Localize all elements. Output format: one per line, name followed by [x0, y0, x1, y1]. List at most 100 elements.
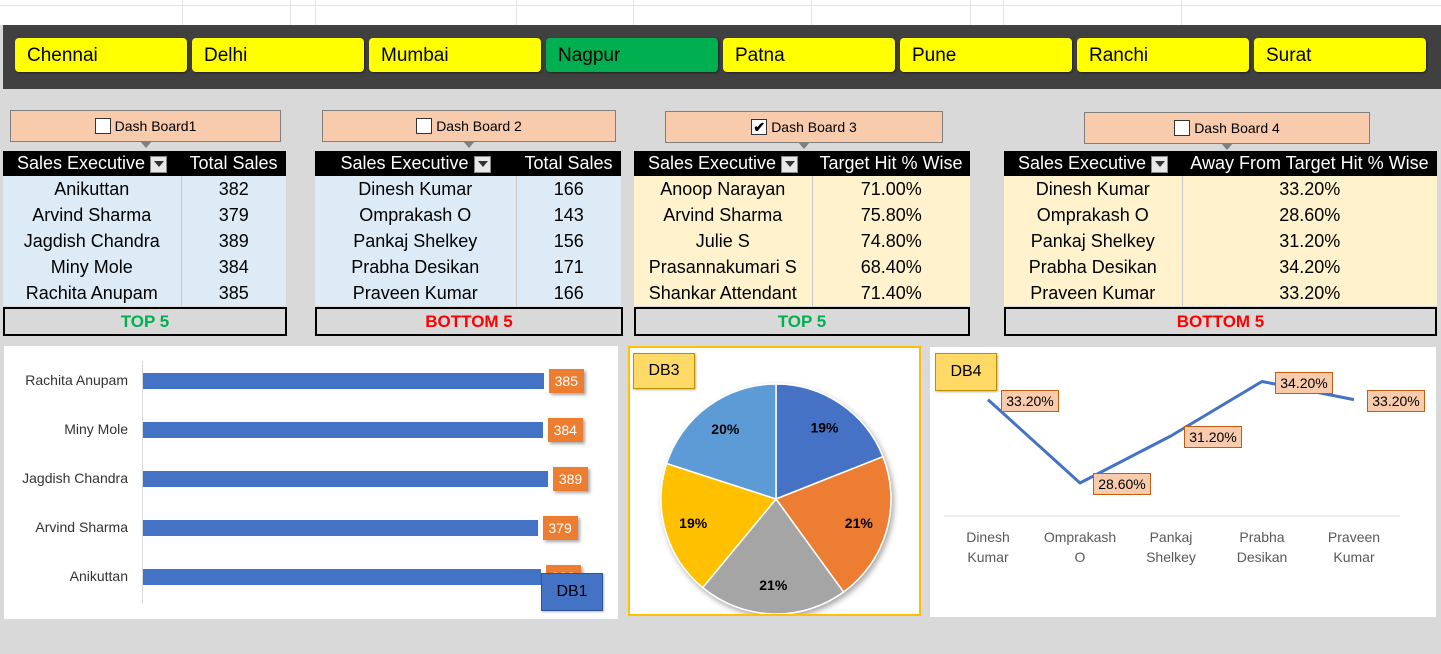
filter-dropdown-icon[interactable]: [473, 155, 491, 173]
table-row: Julie S 74.80%: [634, 228, 970, 254]
executive-value[interactable]: 33.20%: [1181, 280, 1437, 306]
db4-line-chart: 33.20% Dinesh Kumar 28.60% Omprakash O 31.20% P…: [930, 347, 1436, 617]
city-button-nagpur[interactable]: Nagpur: [546, 38, 718, 72]
db3-pie-chart: 19% 21% 21% 19% 20% DB3: [628, 346, 921, 616]
executive-name[interactable]: Omprakash O: [1004, 202, 1182, 228]
executive-value[interactable]: 74.80%: [811, 228, 970, 254]
header-sales-executive: Sales Executive: [315, 151, 516, 176]
executive-value[interactable]: 34.20%: [1181, 254, 1437, 280]
executive-value[interactable]: 71.40%: [811, 280, 970, 306]
table-row: Praveen Kumar 33.20%: [1004, 280, 1437, 306]
executive-name[interactable]: Prabha Desikan: [1004, 254, 1182, 280]
bar-data-label: 384: [547, 418, 583, 442]
dashboard3-button[interactable]: ✔ Dash Board 3: [665, 111, 943, 149]
footer-top5-sales: TOP 5: [3, 307, 287, 336]
executive-value[interactable]: 171: [515, 254, 621, 280]
pie-svg: 19% 21% 21% 19% 20%: [660, 383, 892, 614]
executive-value[interactable]: 385: [180, 280, 286, 306]
filter-dropdown-icon[interactable]: [150, 155, 168, 173]
executive-name[interactable]: Arvind Sharma: [3, 202, 181, 228]
dashboard3-checkbox[interactable]: ✔: [751, 119, 768, 135]
filter-dropdown-icon[interactable]: [1151, 155, 1169, 173]
executive-value[interactable]: 389: [180, 228, 286, 254]
executive-value[interactable]: 71.00%: [811, 176, 970, 202]
executive-value[interactable]: 166: [515, 280, 621, 306]
db3-tag: DB3: [633, 353, 695, 389]
executive-name[interactable]: Miny Mole: [3, 254, 181, 280]
line-svg: [944, 380, 1400, 517]
dashboard2-checkbox[interactable]: [416, 118, 433, 134]
dashboard1-button[interactable]: Dash Board1: [10, 110, 281, 148]
executive-value[interactable]: 75.80%: [811, 202, 970, 228]
executive-name[interactable]: Anoop Narayan: [634, 176, 812, 202]
table-row: Pankaj Shelkey 156: [315, 228, 621, 254]
dashboard4-checkbox[interactable]: [1174, 120, 1191, 136]
executive-value[interactable]: 28.60%: [1181, 202, 1437, 228]
city-button-mumbai[interactable]: Mumbai: [369, 38, 541, 72]
line-category-label: Omprakash O: [1043, 529, 1117, 565]
pie-slice: [775, 383, 884, 501]
header-value: Total Sales: [181, 151, 286, 176]
executive-name[interactable]: Prabha Desikan: [315, 254, 516, 280]
bar: [143, 422, 543, 438]
executive-value[interactable]: 33.20%: [1181, 176, 1437, 202]
line-data-label: 28.60%: [1093, 473, 1151, 495]
table-row: Omprakash O 143: [315, 202, 621, 228]
dashboard4-button[interactable]: Dash Board 4: [1084, 112, 1370, 150]
executive-name[interactable]: Dinesh Kumar: [315, 176, 516, 202]
executive-name[interactable]: Prasannakumari S: [634, 254, 812, 280]
spreadsheet-grid: [0, 0, 1441, 25]
table-row: Arvind Sharma 379: [3, 202, 286, 228]
bar: [143, 569, 541, 585]
executive-name[interactable]: Pankaj Shelkey: [1004, 228, 1182, 254]
line-data-label: 34.20%: [1275, 371, 1333, 394]
executive-name[interactable]: Praveen Kumar: [315, 280, 516, 306]
table-row: Dinesh Kumar 166: [315, 176, 621, 202]
bar: [143, 471, 548, 487]
table-row: Rachita Anupam 385: [3, 280, 286, 306]
table-row: Jagdish Chandra 389: [3, 228, 286, 254]
filter-dropdown-icon[interactable]: [781, 155, 799, 173]
city-button-ranchi[interactable]: Ranchi: [1077, 38, 1249, 72]
line-category-label: Prabha Desikan: [1236, 529, 1288, 565]
footer-bottom5-sales: BOTTOM 5: [315, 307, 623, 336]
executive-name[interactable]: Praveen Kumar: [1004, 280, 1182, 306]
dashboard2-button[interactable]: Dash Board 2: [322, 110, 616, 148]
executive-value[interactable]: 31.20%: [1181, 228, 1437, 254]
executive-value[interactable]: 382: [180, 176, 286, 202]
executive-value[interactable]: 68.40%: [811, 254, 970, 280]
executive-value[interactable]: 143: [515, 202, 621, 228]
executive-name[interactable]: Shankar Attendant: [634, 280, 812, 306]
executive-value[interactable]: 166: [515, 176, 621, 202]
footer-top5-target: TOP 5: [634, 307, 970, 336]
bar-category-label: Jagdish Chandra: [22, 470, 128, 486]
line-data-label: 31.20%: [1184, 425, 1242, 448]
executive-name[interactable]: Jagdish Chandra: [3, 228, 181, 254]
bar-data-label: 389: [553, 467, 588, 491]
executive-value[interactable]: 156: [515, 228, 621, 254]
db1-tag: DB1: [541, 573, 603, 611]
executive-name[interactable]: Julie S: [634, 228, 812, 254]
executive-value[interactable]: 384: [180, 254, 286, 280]
table-row: Prasannakumari S 68.40%: [634, 254, 970, 280]
executive-name[interactable]: Rachita Anupam: [3, 280, 181, 306]
city-button-surat[interactable]: Surat: [1254, 38, 1426, 72]
executive-name[interactable]: Dinesh Kumar: [1004, 176, 1182, 202]
city-button-chennai[interactable]: Chennai: [15, 38, 187, 72]
executive-name[interactable]: Pankaj Shelkey: [315, 228, 516, 254]
city-button-pune[interactable]: Pune: [900, 38, 1072, 72]
table-row: Dinesh Kumar 33.20%: [1004, 176, 1437, 202]
executive-name[interactable]: Anikuttan: [3, 176, 181, 202]
city-button-patna[interactable]: Patna: [723, 38, 895, 72]
city-button-delhi[interactable]: Delhi: [192, 38, 364, 72]
executive-name[interactable]: Arvind Sharma: [634, 202, 812, 228]
table-bottom5-sales: Sales Executive Total Sales Dinesh Kumar 16…: [315, 151, 621, 306]
executive-name[interactable]: Omprakash O: [315, 202, 516, 228]
dashboard1-checkbox[interactable]: [94, 118, 111, 134]
pie-data-label: 21%: [845, 515, 874, 531]
executive-value[interactable]: 379: [180, 202, 286, 228]
db4-tag: DB4: [935, 353, 997, 391]
pie-data-label: 19%: [810, 420, 839, 436]
table-row: Arvind Sharma 75.80%: [634, 202, 970, 228]
header-sales-executive: Sales Executive: [3, 151, 181, 176]
